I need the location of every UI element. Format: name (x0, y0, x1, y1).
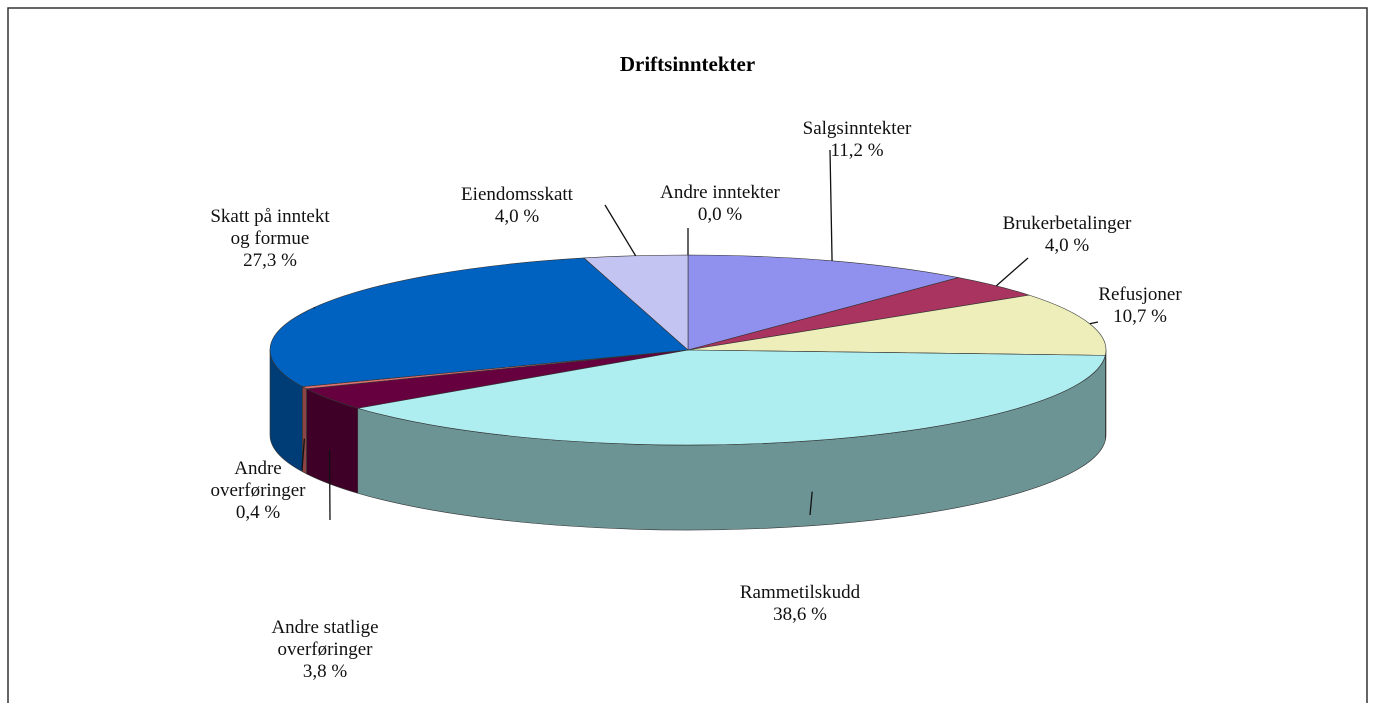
slice-label: Andre overføringer (210, 458, 306, 501)
leader-line (1089, 321, 1099, 325)
value-label: 4,0 % (494, 206, 540, 227)
leader-line (301, 438, 306, 471)
leader-line (604, 204, 637, 257)
value-label: 4,0 % (1044, 235, 1090, 256)
value-label: 27,3 % (243, 250, 297, 271)
leader-line (995, 257, 1029, 287)
slice-label: Rammetilskudd (739, 582, 861, 603)
slice (687, 254, 959, 351)
leader-line (809, 491, 813, 516)
value-label: 0,4 % (235, 502, 281, 523)
slice-label: Andre inntekter (660, 182, 780, 203)
value-label: 3,8 % (302, 661, 348, 682)
slice-label: Refusjoner (1098, 284, 1182, 305)
leader-line (829, 149, 833, 261)
slice-label: Salgsinntekter (802, 118, 912, 139)
value-label: 11,2 % (830, 140, 884, 161)
value-label: 0,0 % (697, 204, 743, 225)
slice (687, 294, 1107, 356)
slice-label: Eiendomsskatt (461, 184, 573, 205)
slice-label: Brukerbetalinger (1002, 213, 1132, 234)
slice-label: Skatt på inntekt og formue (210, 206, 330, 249)
frame (7, 7, 1368, 703)
slice (357, 349, 1106, 446)
chart-title: Driftsinntekter (619, 52, 756, 76)
value-label: 38,6 % (773, 604, 827, 625)
slice-label: Andre statlige overføringer (271, 617, 379, 660)
value-label: 10,7 % (1113, 306, 1167, 327)
